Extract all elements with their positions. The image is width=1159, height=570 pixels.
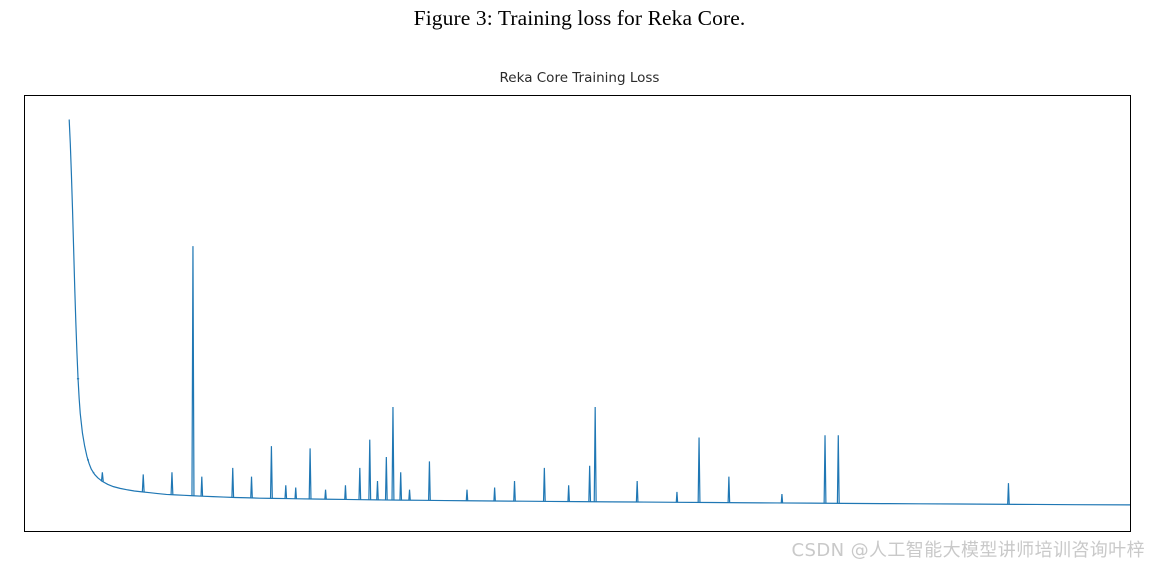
plot-area bbox=[24, 95, 1131, 532]
loss-spike bbox=[567, 485, 570, 502]
loss-spike bbox=[635, 480, 639, 503]
loss-spike bbox=[324, 489, 327, 500]
loss-spike bbox=[384, 457, 388, 500]
loss-spike bbox=[780, 493, 784, 504]
figure-caption: Figure 3: Training loss for Reka Core. bbox=[413, 6, 746, 30]
loss-spike bbox=[391, 407, 395, 501]
loss-spike bbox=[141, 474, 145, 492]
loss-spike bbox=[344, 485, 347, 500]
loss-spike bbox=[428, 461, 431, 501]
loss-spike bbox=[399, 472, 403, 501]
loss-spike bbox=[294, 487, 298, 499]
loss-spike bbox=[588, 465, 592, 502]
loss-spike bbox=[727, 476, 731, 503]
loss-spike bbox=[358, 467, 362, 500]
loss-spike bbox=[1007, 483, 1010, 505]
loss-spike bbox=[308, 448, 312, 499]
csdn-watermark: CSDN @人工智能大模型讲师培训咨询叶梓 bbox=[791, 540, 1145, 561]
loss-curve bbox=[68, 119, 1130, 506]
loss-spike bbox=[269, 446, 273, 499]
loss-spike bbox=[675, 491, 679, 503]
chart-figure: Reka Core Training Loss bbox=[0, 60, 1159, 540]
loss-spike bbox=[250, 476, 253, 498]
loss-spike bbox=[593, 407, 597, 502]
training-loss-line-chart bbox=[68, 119, 1130, 506]
chart-title: Reka Core Training Loss bbox=[499, 70, 660, 86]
loss-spike bbox=[513, 480, 516, 502]
loss-spike bbox=[100, 472, 104, 482]
loss-spike bbox=[697, 437, 701, 503]
loss-spike bbox=[542, 467, 546, 502]
loss-spike bbox=[368, 439, 372, 500]
loss-spike bbox=[200, 476, 204, 497]
loss-spike bbox=[408, 489, 411, 501]
loss-spike bbox=[284, 485, 288, 499]
loss-spike bbox=[231, 467, 235, 498]
loss-spike bbox=[823, 435, 827, 504]
loss-spike bbox=[376, 480, 379, 500]
loss-spike bbox=[170, 472, 174, 495]
loss-spikes bbox=[76, 246, 1010, 505]
loss-spike bbox=[836, 435, 840, 504]
loss-spike bbox=[465, 489, 469, 501]
loss-spike bbox=[191, 246, 195, 496]
loss-spike bbox=[493, 487, 496, 502]
